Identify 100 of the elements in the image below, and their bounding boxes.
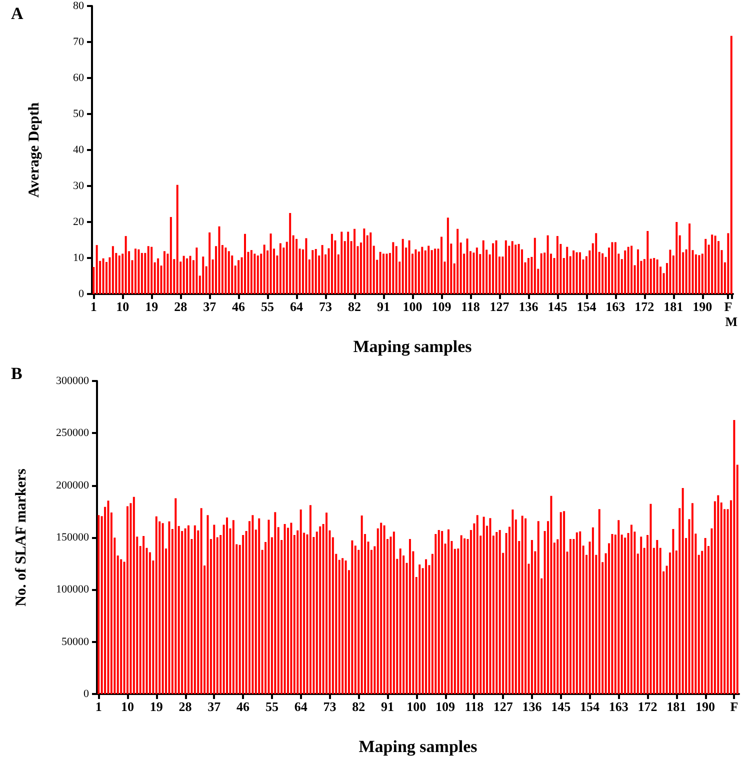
- y-tick-label: 30: [73, 180, 84, 192]
- x-tick-label: 1: [90, 299, 97, 314]
- bar: [370, 232, 372, 294]
- x-axis-title: Maping samples: [353, 337, 472, 356]
- x-tick-label: F: [730, 699, 738, 714]
- bar: [540, 253, 542, 294]
- x-axis-title: Maping samples: [358, 737, 478, 756]
- bar: [627, 246, 630, 294]
- bar: [514, 244, 517, 294]
- x-tick-label: 55: [261, 299, 275, 314]
- bar: [511, 241, 514, 294]
- y-axis-title: No. of SLAF markers: [14, 468, 30, 606]
- x-tick-label: 64: [290, 299, 304, 314]
- bar: [321, 245, 324, 294]
- x-tick-label: M: [725, 314, 738, 329]
- bar: [296, 238, 298, 294]
- bar: [630, 246, 633, 294]
- y-tick-label: 60: [73, 72, 84, 84]
- bar: [379, 252, 382, 294]
- bar: [238, 260, 240, 294]
- x-tick-label: 82: [348, 299, 362, 314]
- y-axis-title: Average Depth: [26, 102, 42, 198]
- x-tick-label: 10: [120, 699, 134, 714]
- bar: [254, 254, 256, 294]
- y-tick-label: 200000: [56, 479, 90, 492]
- bar: [424, 250, 426, 294]
- bar: [714, 236, 716, 294]
- x-tick-label: 10: [116, 299, 130, 314]
- y-tick-label: 300000: [56, 375, 90, 387]
- x-tick-label: 109: [436, 699, 456, 714]
- x-tick-label: 172: [634, 299, 654, 314]
- x-tick-label: 109: [432, 299, 452, 314]
- x-tick-label: 37: [203, 299, 217, 314]
- bar: [224, 248, 227, 294]
- x-tick-label: F: [724, 299, 732, 314]
- bar: [456, 228, 459, 294]
- bar: [150, 246, 153, 294]
- x-tick-label: 37: [208, 699, 222, 714]
- bar: [572, 250, 575, 294]
- x-tick-label: 19: [145, 299, 159, 314]
- x-tick-label: 1: [95, 699, 102, 714]
- y-tick-label: 0: [78, 288, 84, 300]
- bar: [263, 244, 266, 294]
- bar: [408, 240, 410, 294]
- x-tick-label: 118: [464, 699, 484, 714]
- bar: [354, 228, 356, 294]
- y-tick-label: 70: [73, 36, 84, 48]
- x-tick-label: 154: [580, 699, 600, 714]
- bar: [340, 232, 343, 294]
- x-tick-label: 91: [381, 699, 394, 714]
- x-tick-label: 100: [406, 699, 426, 714]
- x-tick-label: 181: [664, 299, 684, 314]
- bar: [208, 232, 211, 294]
- bar: [176, 184, 178, 294]
- x-tick-label: 145: [551, 699, 572, 714]
- x-tick-label: 136: [518, 299, 539, 314]
- y-tick-label: 150000: [56, 532, 90, 544]
- chart-title: B: [11, 364, 22, 383]
- bar: [279, 243, 282, 294]
- bar: [428, 246, 430, 294]
- y-tick-label: 250000: [56, 427, 90, 440]
- bar: [646, 231, 649, 294]
- bar: [556, 236, 558, 294]
- x-tick-label: 190: [696, 699, 716, 714]
- bar: [147, 246, 150, 294]
- bar: [440, 236, 442, 294]
- x-tick-label: 28: [178, 699, 192, 714]
- x-tick-label: 19: [150, 699, 164, 714]
- y-tick-label: 20: [73, 216, 84, 228]
- x-tick-label: 91: [377, 299, 390, 314]
- x-tick-label: 46: [236, 699, 250, 714]
- bar: [382, 254, 385, 294]
- bar: [395, 246, 398, 294]
- y-tick-label: 0: [84, 688, 90, 700]
- bar: [250, 250, 252, 294]
- x-tick-label: 127: [490, 299, 510, 314]
- bar: [134, 248, 136, 294]
- x-tick-label: 73: [323, 699, 337, 714]
- bar: [118, 255, 120, 294]
- x-tick-label: 82: [352, 699, 366, 714]
- y-tick-label: 40: [73, 144, 84, 156]
- bar: [656, 259, 658, 294]
- y-tick-label: 50: [73, 108, 84, 120]
- bar: [704, 238, 707, 294]
- chart-title: A: [11, 4, 24, 23]
- y-tick-label: 50000: [62, 636, 90, 648]
- x-tick-label: 163: [606, 299, 626, 314]
- bar: [105, 262, 108, 294]
- bar: [527, 258, 530, 294]
- x-tick-label: 46: [232, 299, 246, 314]
- bar: [614, 242, 616, 294]
- bar: [602, 253, 604, 294]
- y-tick-label: 10: [73, 252, 84, 264]
- bar: [196, 248, 198, 294]
- x-tick-label: 64: [294, 699, 308, 714]
- bar: [730, 36, 732, 294]
- x-tick-label: 118: [461, 299, 480, 314]
- x-tick-label: 100: [402, 299, 422, 314]
- x-tick-label: 172: [638, 699, 658, 714]
- x-tick-label: 181: [666, 699, 686, 714]
